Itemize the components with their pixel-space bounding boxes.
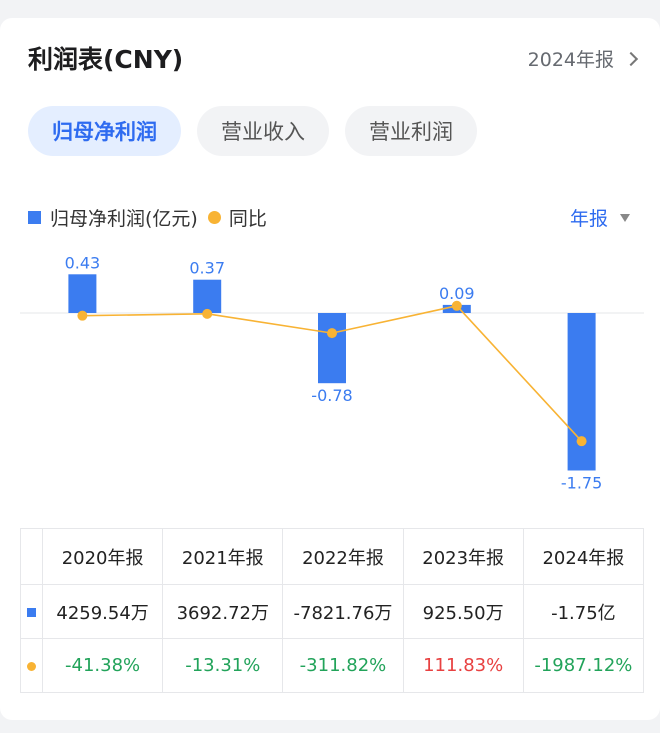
bar-value-label: 0.37 <box>189 259 225 278</box>
metric-tabs: 归母净利润 营业收入 营业利润 <box>28 106 477 156</box>
col-header-2022: 2022年报 <box>282 528 404 585</box>
table-row-profit: 4259.54万 3692.72万 -7821.76万 925.50万 -1.7… <box>20 584 645 639</box>
bar-2021年报 <box>193 279 222 313</box>
yoy-cell: -1987.12% <box>522 638 645 693</box>
profit-cell: 3692.72万 <box>162 584 284 639</box>
net-profit-chart: 0.43 0.37 -0.78 0.09 -1.75 <box>20 253 644 493</box>
tab-revenue[interactable]: 营业收入 <box>197 106 329 156</box>
report-period-link[interactable]: 2024年报 <box>527 45 639 72</box>
col-header-2020: 2020年报 <box>41 528 164 585</box>
bar-2024年报 <box>567 313 596 471</box>
period-select[interactable]: 年报 <box>570 204 630 231</box>
line-legend-swatch <box>207 211 221 224</box>
period-select-label: 年报 <box>569 208 608 230</box>
col-header-2024: 2024年报 <box>522 528 645 585</box>
chart-legend: 归母净利润(亿元) 同比 <box>28 204 267 231</box>
yoy-cell: -311.82% <box>282 638 404 693</box>
caret-down-icon <box>620 213 630 222</box>
profit-cell: -7821.76万 <box>282 584 404 639</box>
profit-cell: -1.75亿 <box>522 584 645 639</box>
chevron-right-icon <box>623 51 639 66</box>
bar-legend-swatch <box>28 211 41 224</box>
yoy-point-2024年报 <box>576 436 587 447</box>
table-header-row: 2020年报 2021年报 2022年报 2023年报 2024年报 <box>20 528 645 585</box>
bar-legend-label: 归母净利润(亿元) <box>50 208 198 230</box>
income-statement-card: 利润表(CNY) 2024年报 归母净利润 营业收入 营业利润 归母净利润(亿元… <box>0 18 660 720</box>
bar-2020年报 <box>68 274 97 313</box>
col-header-2023: 2023年报 <box>402 528 524 585</box>
bar-value-label: 0.43 <box>65 253 101 272</box>
yoy-cell: 111.83% <box>402 638 524 693</box>
col-header-2021: 2021年报 <box>162 528 284 585</box>
yoy-point-2023年报 <box>451 300 462 311</box>
page-title: 利润表(CNY) <box>28 45 184 74</box>
bar-value-label: -0.78 <box>311 386 352 405</box>
yoy-row-marker <box>20 638 43 693</box>
bar-2022年报 <box>318 313 346 384</box>
bar-value-label: 0.09 <box>439 284 475 303</box>
table-corner <box>20 528 43 585</box>
profit-cell: 4259.54万 <box>41 584 164 639</box>
bar-value-label: -1.75 <box>561 474 602 493</box>
yoy-point-2020年报 <box>77 310 88 321</box>
tab-operating-profit[interactable]: 营业利润 <box>345 106 477 156</box>
yoy-point-2021年报 <box>202 308 213 319</box>
table-row-yoy: -41.38% -13.31% -311.82% 111.83% -1987.1… <box>20 638 645 693</box>
tab-net-profit[interactable]: 归母净利润 <box>28 106 181 156</box>
profit-cell: 925.50万 <box>402 584 524 639</box>
square-marker-icon <box>27 608 36 617</box>
data-table: 2020年报 2021年报 2022年报 2023年报 2024年报 4259.… <box>20 528 645 693</box>
yoy-point-2022年报 <box>327 328 337 339</box>
profit-row-marker <box>20 584 43 639</box>
dot-marker-icon <box>27 662 36 671</box>
yoy-cell: -41.38% <box>41 638 164 693</box>
yoy-cell: -13.31% <box>162 638 284 693</box>
report-period-label: 2024年报 <box>527 49 614 71</box>
line-legend-label: 同比 <box>228 208 267 230</box>
